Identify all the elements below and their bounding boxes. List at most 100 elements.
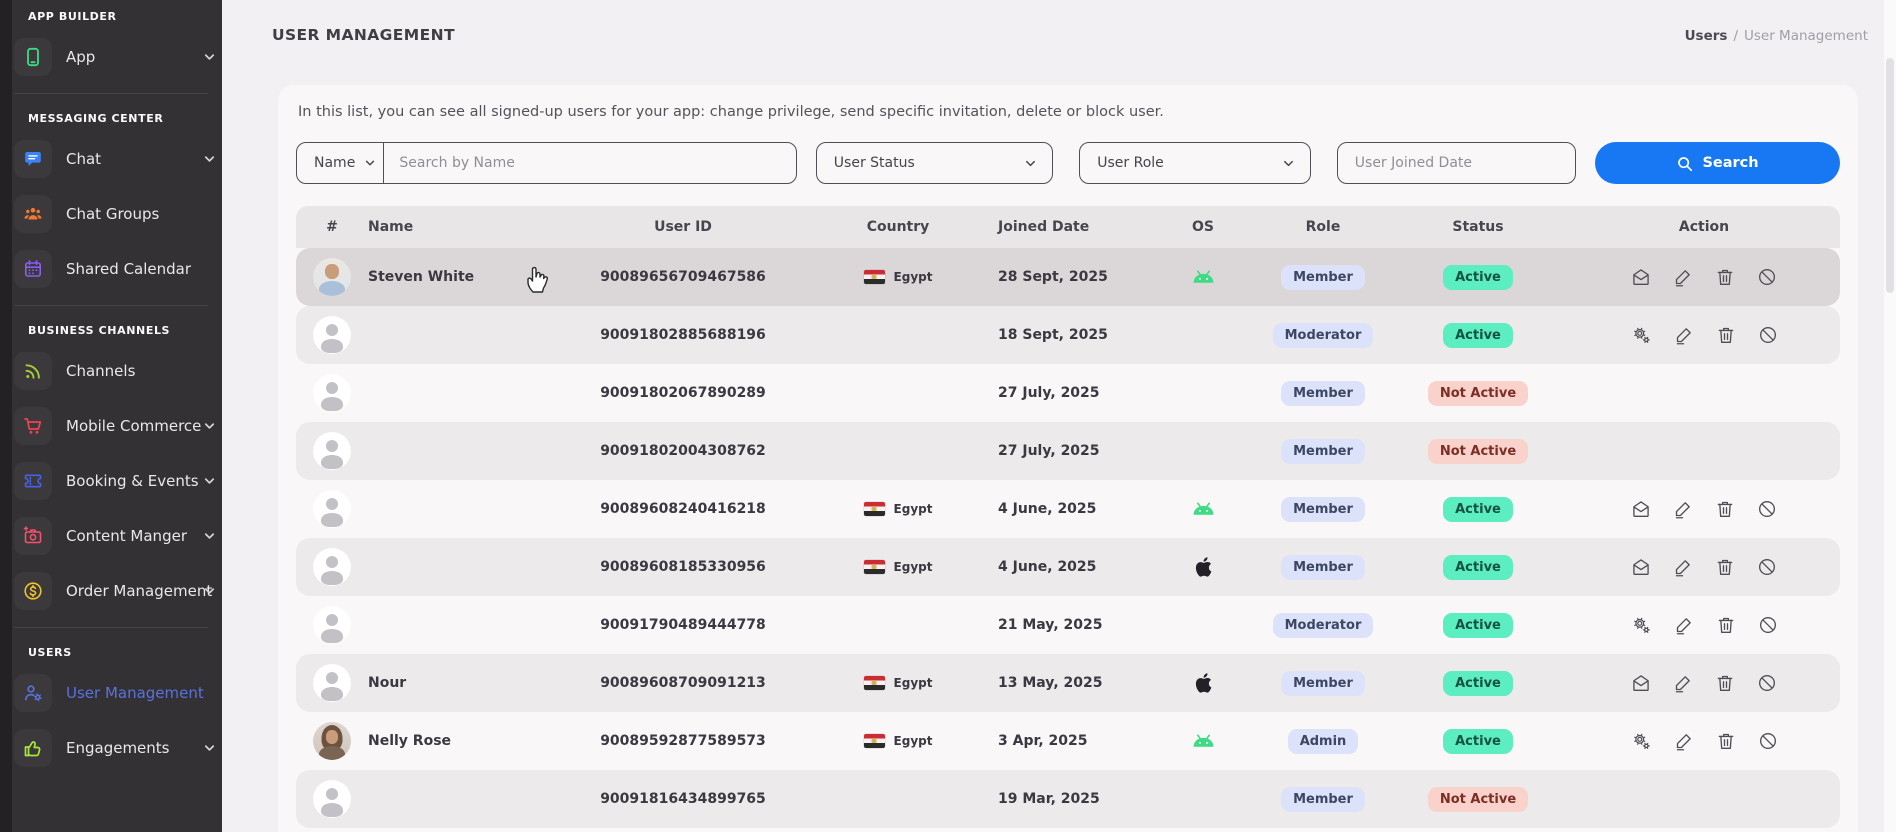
table-row[interactable]: Steven White 90089656709467586 Egypt 28 Sep… [296, 248, 1840, 306]
sidebar-item-order-management[interactable]: Order Management [0, 563, 222, 618]
user-os [1148, 734, 1258, 748]
sidebar-item-engagements[interactable]: Engagements [0, 720, 222, 775]
column-header-os: OS [1192, 219, 1214, 235]
country-label: Egypt [893, 270, 933, 284]
sidebar-item-shared-calendar[interactable]: Shared Calendar [0, 241, 222, 296]
table-row[interactable]: Nour 90089608709091213 Egypt 13 May, 2025 Me… [296, 654, 1840, 712]
status-badge: Active [1443, 322, 1513, 348]
edit-button[interactable] [1673, 673, 1693, 693]
chevron-down-icon [1281, 156, 1296, 171]
sidebar-item-mobile-commerce[interactable]: Mobile Commerce [0, 398, 222, 453]
joined-date: 27 July, 2025 [998, 385, 1100, 401]
settings-button[interactable] [1631, 615, 1652, 636]
sidebar-item-label: Booking & Events [66, 471, 199, 490]
invite-button[interactable] [1631, 673, 1651, 693]
table-row[interactable]: 90089608240416218 Egypt 4 June, 2025 Member… [296, 480, 1840, 538]
edit-button[interactable] [1673, 267, 1693, 287]
joined-date-input[interactable] [1336, 142, 1577, 184]
delete-button[interactable] [1715, 673, 1735, 693]
sidebar-item-user-management[interactable]: User Management [0, 665, 222, 720]
sidebar-item-content-manager[interactable]: Content Manger [0, 508, 222, 563]
delete-button[interactable] [1715, 267, 1735, 287]
breadcrumb-users[interactable]: Users [1684, 28, 1728, 44]
edit-button[interactable] [1674, 325, 1694, 345]
delete-button[interactable] [1715, 499, 1735, 519]
table-row[interactable]: 90091802004308762 27 July, 2025 Member Not … [296, 422, 1840, 480]
edit-button[interactable] [1674, 731, 1694, 751]
delete-button[interactable] [1715, 557, 1735, 577]
phone-icon [14, 37, 52, 76]
table-row[interactable]: 90091816434899765 19 Mar, 2025 Member Not A… [296, 770, 1840, 828]
block-icon [1757, 557, 1777, 577]
avatar-placeholder [313, 432, 351, 470]
status-badge: Not Active [1427, 786, 1529, 812]
scrollbar-thumb[interactable] [1886, 58, 1894, 293]
avatar-placeholder [313, 374, 351, 412]
table-row[interactable]: 90089608185330956 Egypt 4 June, 2025 Member… [296, 538, 1840, 596]
pencil-icon [1674, 731, 1694, 751]
status-badge: Active [1443, 728, 1513, 754]
block-button[interactable] [1757, 673, 1777, 693]
delete-button[interactable] [1716, 731, 1736, 751]
user-country: Egypt [828, 502, 968, 516]
table-body: Steven White 90089656709467586 Egypt 28 Sep… [296, 248, 1840, 832]
delete-button[interactable] [1716, 615, 1736, 635]
block-button[interactable] [1757, 499, 1777, 519]
sidebar-item-channels[interactable]: Channels [0, 343, 222, 398]
invite-button[interactable] [1631, 557, 1651, 577]
role-badge: Member [1281, 496, 1365, 522]
gears-icon [1631, 615, 1652, 636]
invite-button[interactable] [1631, 267, 1651, 287]
table-row[interactable]: 90091790489444778 21 May, 2025 Moderator Ac… [296, 596, 1840, 654]
trash-icon [1716, 325, 1736, 345]
column-header-country: Country [866, 219, 930, 235]
block-button[interactable] [1758, 325, 1778, 345]
user-os [1148, 673, 1258, 693]
table-row[interactable]: 90091802885688196 18 Sept, 2025 Moderator A… [296, 306, 1840, 364]
edit-button[interactable] [1673, 557, 1693, 577]
scrollbar[interactable] [1884, 0, 1896, 832]
egypt-flag-icon [863, 502, 885, 516]
user-id: 90091802067890289 [600, 385, 766, 401]
block-button[interactable] [1758, 615, 1778, 635]
avatar-placeholder [313, 548, 351, 586]
mail-icon [1631, 499, 1651, 519]
sidebar-item-chat[interactable]: Chat [0, 131, 222, 186]
mail-icon [1631, 267, 1651, 287]
apple-icon [1195, 557, 1212, 577]
column-header-action: Action [1678, 219, 1730, 235]
sidebar-item-label: Engagements [66, 738, 170, 757]
name-filter-dropdown[interactable]: Name [297, 143, 383, 183]
delete-button[interactable] [1716, 325, 1736, 345]
sidebar-item-booking-events[interactable]: Booking & Events [0, 453, 222, 508]
edit-button[interactable] [1674, 615, 1694, 635]
search-button[interactable]: Search [1595, 142, 1840, 184]
settings-button[interactable] [1631, 731, 1652, 752]
table-row[interactable] [296, 828, 1840, 832]
block-button[interactable] [1757, 557, 1777, 577]
user-status-select[interactable]: User Status [815, 142, 1054, 184]
chevron-down-icon [202, 528, 217, 543]
table-row[interactable]: 90091802067890289 27 July, 2025 Member Not … [296, 364, 1840, 422]
search-input[interactable] [384, 143, 796, 183]
sidebar-section-label: USERS [28, 646, 72, 659]
joined-date: 28 Sept, 2025 [998, 269, 1108, 285]
sidebar-item-label: Shared Calendar [66, 259, 192, 278]
block-button[interactable] [1757, 267, 1777, 287]
edit-button[interactable] [1673, 499, 1693, 519]
sidebar-item-chat-groups[interactable]: Chat Groups [0, 186, 222, 241]
sidebar-item-label: Channels [66, 361, 136, 380]
group-icon [14, 194, 52, 233]
block-button[interactable] [1758, 731, 1778, 751]
mail-icon [1631, 557, 1651, 577]
avatar-placeholder [313, 316, 351, 354]
sidebar-item-app[interactable]: App [0, 29, 222, 84]
user-role-select[interactable]: User Role [1079, 142, 1311, 184]
table-row[interactable]: Nelly Rose 90089592877589573 Egypt 3 Apr, 2… [296, 712, 1840, 770]
invite-button[interactable] [1631, 499, 1651, 519]
sidebar-item-label: Chat Groups [66, 204, 160, 223]
block-icon [1758, 325, 1778, 345]
joined-date: 4 June, 2025 [998, 559, 1097, 575]
settings-button[interactable] [1631, 325, 1652, 346]
